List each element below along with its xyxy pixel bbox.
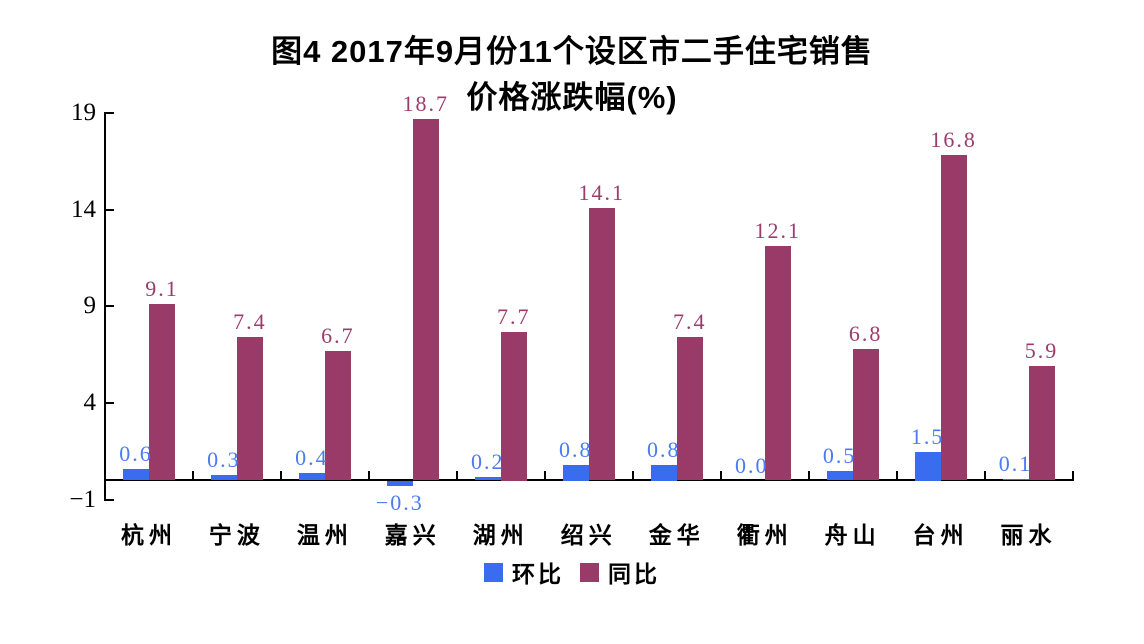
chart-title-line1: 图4 2017年9月份11个设区市二手住宅销售 [271, 34, 873, 69]
value-label-yoy: 18.7 [402, 90, 450, 116]
value-label-yoy: 6.8 [848, 320, 883, 346]
category-label: 衢州 [736, 522, 793, 548]
chart-title-line2: 价格涨跌幅(%) [466, 80, 678, 115]
y-axis-tick [104, 498, 114, 501]
value-label-mom: 0.2 [471, 448, 505, 474]
category-label: 金华 [648, 522, 705, 548]
value-label-mom: 0.3 [207, 446, 241, 472]
x-axis-tick [631, 470, 634, 481]
category-label: 杭州 [121, 522, 177, 548]
category-label: 嘉兴 [384, 522, 441, 548]
bar-yoy [1028, 366, 1055, 481]
x-axis-tick [719, 470, 722, 481]
y-axis-tick-label: −1 [69, 485, 96, 513]
bar-mom [123, 468, 149, 481]
bar-yoy [324, 350, 351, 481]
legend-label-mom: 环比 [512, 561, 564, 587]
bar-mom [1002, 478, 1029, 481]
x-axis-tick [983, 470, 986, 481]
y-axis-tick [104, 402, 114, 405]
bar-yoy [852, 348, 879, 481]
category-label: 台州 [912, 522, 969, 548]
y-axis-tick-label: 14 [71, 195, 96, 223]
value-label-mom: 0.5 [822, 442, 857, 468]
y-axis-tick-label: 4 [83, 389, 97, 417]
value-label-mom: 0.8 [646, 437, 681, 462]
value-label-mom: 0.1 [998, 450, 1033, 476]
value-label-yoy: 14.1 [578, 179, 626, 205]
value-label-mom: 0.0 [734, 452, 769, 478]
value-label-yoy: 7.4 [672, 309, 707, 335]
bar-yoy [940, 155, 967, 481]
legend-item-mom: 环比 [484, 555, 564, 589]
category-label: 温州 [296, 522, 353, 548]
x-axis-tick [367, 470, 370, 481]
y-axis-tick [104, 208, 114, 211]
legend-swatch-mom-icon [484, 562, 503, 582]
value-label-yoy: 7.7 [497, 303, 531, 329]
x-axis-tick [895, 470, 898, 481]
value-label-yoy: 7.4 [233, 309, 267, 335]
bar-mom [826, 470, 853, 481]
value-label-mom: 1.5 [910, 423, 945, 449]
category-label: 绍兴 [560, 522, 617, 548]
category-label: 宁波 [208, 522, 265, 548]
x-axis-tick [1071, 470, 1074, 481]
bar-yoy [412, 118, 439, 481]
bar-mom [210, 474, 237, 481]
x-axis-tick [455, 470, 458, 481]
value-label-yoy: 5.9 [1024, 338, 1059, 364]
value-label-mom: 0.4 [295, 444, 329, 470]
value-label-yoy: 6.7 [321, 322, 355, 348]
y-axis-tick [104, 305, 114, 308]
bar-yoy [676, 337, 703, 481]
chart-legend: 环比 同比 [0, 555, 1144, 589]
value-label-mom: 0.6 [119, 440, 153, 466]
x-axis-tick [807, 470, 810, 481]
y-axis-tick-label: 19 [71, 98, 96, 126]
value-label-mom: 0.8 [559, 437, 593, 462]
category-label: 舟山 [824, 522, 881, 548]
bar-yoy [588, 207, 615, 481]
value-label-yoy: 12.1 [754, 218, 801, 244]
bar-mom [562, 465, 589, 481]
value-label-yoy: 9.1 [145, 276, 179, 302]
bar-yoy [149, 304, 175, 481]
value-label-yoy: 16.8 [930, 127, 977, 153]
x-axis-tick [543, 470, 546, 481]
bar-mom [386, 480, 413, 487]
value-label-mom: −0.3 [375, 490, 424, 516]
bar-yoy [236, 337, 263, 481]
legend-label-yoy: 同比 [608, 561, 660, 587]
bar-mom [914, 451, 941, 481]
bar-mom [474, 476, 501, 481]
bar-yoy [764, 246, 791, 481]
bar-mom [298, 472, 325, 481]
legend-swatch-yoy-icon [580, 562, 599, 582]
y-axis-tick-label: 9 [83, 292, 97, 320]
category-label: 丽水 [1000, 522, 1057, 548]
legend-item-yoy: 同比 [580, 555, 660, 589]
bar-mom [650, 465, 677, 481]
x-axis-tick [279, 470, 282, 481]
category-label: 湖州 [472, 522, 529, 548]
y-axis-tick [104, 111, 114, 114]
bar-yoy [500, 331, 527, 481]
x-axis-tick [192, 470, 194, 481]
